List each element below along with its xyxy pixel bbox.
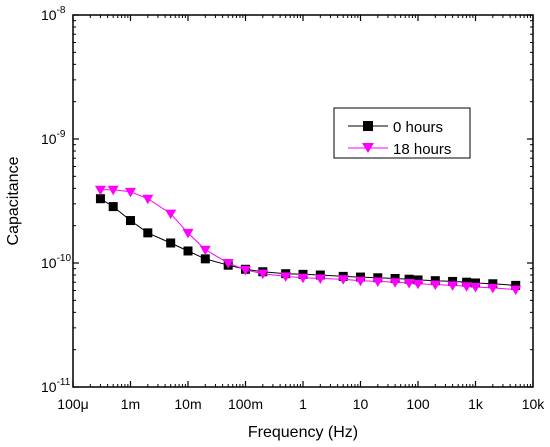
data-point-triangle — [429, 280, 441, 291]
series-line-0 — [100, 198, 516, 286]
data-point-triangle — [412, 279, 424, 290]
series-layer — [94, 185, 522, 296]
data-point-square — [183, 246, 193, 256]
legend-box — [333, 107, 471, 159]
data-point-triangle — [470, 283, 481, 293]
data-point-triangle — [487, 283, 499, 294]
data-point-square — [471, 278, 480, 288]
data-point-triangle — [142, 194, 154, 205]
data-point-square — [108, 202, 118, 212]
y-tick-label: 10-10 — [41, 253, 71, 271]
x-axis-title: Frequency (Hz) — [248, 424, 358, 441]
legend-label-0-hours: 0 hours — [393, 119, 443, 136]
data-point-triangle — [389, 278, 401, 288]
x-tick-label: 10k — [522, 396, 546, 412]
data-point-triangle — [107, 185, 119, 196]
data-point-triangle — [297, 273, 309, 284]
data-point-triangle — [403, 278, 415, 289]
y-axis-ticks: 10-11 10-10 10-9 10-8 — [41, 5, 533, 395]
plot-frame — [72, 14, 534, 388]
data-point-triangle — [240, 265, 251, 276]
data-point-square — [126, 216, 135, 226]
data-point-triangle — [510, 285, 522, 296]
legend: 0 hours 18 hours — [333, 107, 471, 159]
data-point-square — [200, 254, 210, 264]
y-tick-label: 10-11 — [41, 377, 71, 395]
data-point-square — [143, 228, 153, 238]
data-point-triangle — [94, 185, 106, 196]
legend-marker-18-hours — [362, 143, 374, 153]
y-tick-label: 10-8 — [41, 5, 66, 23]
data-point-triangle — [355, 276, 366, 287]
y-axis-title: Capacitance — [5, 156, 22, 245]
data-point-square — [488, 279, 498, 289]
data-point-triangle — [372, 277, 384, 287]
x-tick-label: 100m — [228, 396, 263, 412]
data-point-triangle — [461, 282, 473, 292]
data-point-triangle — [337, 275, 349, 285]
legend-marker-0-hours — [363, 121, 373, 131]
data-point-triangle — [165, 209, 177, 220]
data-point-square — [166, 238, 176, 248]
legend-label-18-hours: 18 hours — [393, 141, 451, 158]
y-tick-label: 10-9 — [41, 129, 66, 147]
x-tick-label: 100μ — [57, 396, 88, 412]
data-point-square — [95, 194, 105, 204]
x-tick-label: 100 — [406, 396, 430, 412]
data-point-triangle — [125, 187, 136, 198]
data-point-triangle — [222, 259, 234, 269]
data-point-square — [511, 280, 521, 290]
data-point-triangle — [447, 281, 459, 291]
data-point-triangle — [199, 245, 211, 256]
data-point-triangle — [280, 272, 292, 282]
x-tick-label: 10m — [174, 396, 201, 412]
data-point-triangle — [314, 274, 326, 284]
x-tick-label: 10 — [353, 396, 369, 412]
data-point-triangle — [182, 228, 194, 239]
data-point-triangle — [257, 269, 269, 280]
x-tick-label: 1m — [121, 396, 140, 412]
x-axis-ticks: 100μ 1m 10m 100m 1 10 100 1k 10k — [57, 15, 545, 412]
x-tick-label: 1k — [468, 396, 484, 412]
x-tick-label: 1 — [299, 396, 307, 412]
